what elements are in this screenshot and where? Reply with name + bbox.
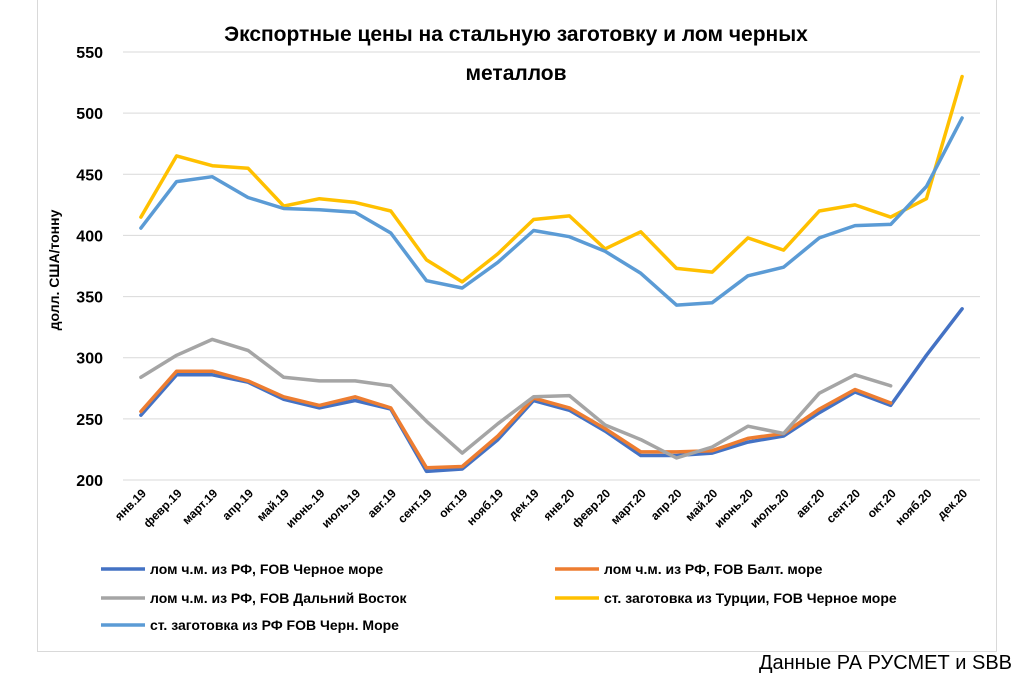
x-tick-label: окт.19 [436,486,471,521]
x-tick-label: февр.19 [141,486,185,530]
y-tick-label: 300 [76,351,103,368]
legend-label: ст. заготовка из РФ FOB Черн. Море [150,617,399,633]
series-line [139,74,964,284]
legend-label: лом ч.м. из РФ, FOB Балт. море [604,561,823,577]
chart-title-line-1: Экспортные цены на стальную заготовку и … [224,23,808,46]
series-line [139,307,964,474]
legend: лом ч.м. из РФ, FOB Черное море лом ч.м. … [101,561,897,633]
y-tick-label: 450 [76,167,103,184]
x-tick-label: дек.19 [506,486,542,522]
y-tick-label: 400 [76,228,103,245]
y-tick-labels: 200 250 300 350 400 450 500 550 [76,45,103,490]
chart-frame: 200 250 300 350 400 450 500 550 янв.19 февр.19 ма… [37,0,997,652]
gridlines [123,51,980,481]
x-tick-label: окт.20 [864,486,899,521]
x-tick-label: март.19 [179,486,220,527]
y-tick-label: 250 [76,412,103,429]
x-tick-label: нояб.19 [464,486,506,528]
x-tick-label: февр.20 [569,486,613,530]
y-tick-label: 350 [76,290,103,307]
x-tick-label: нояб.20 [892,486,934,528]
x-tick-label: июль.20 [747,486,792,531]
x-tick-label: сент.20 [823,486,863,526]
chart-title-line-2: металлов [465,62,566,85]
series-lines [139,74,964,474]
x-tick-labels: янв.19февр.19март.19апр.19май.19июнь.19и… [112,486,971,531]
x-tick-label: дек.20 [934,486,970,522]
y-axis-label: долл. США/тонну [46,209,62,330]
legend-label: лом ч.м. из РФ, FOB Дальний Восток [150,590,408,606]
x-tick-label: март.20 [608,486,649,527]
y-tick-label: 200 [76,473,103,490]
series-line [139,337,893,460]
x-tick-label: апр.19 [219,486,256,523]
series-line [139,369,893,470]
legend-label: ст. заготовка из Турции, FOB Черное море [604,590,897,606]
x-tick-label: апр.20 [648,486,685,523]
chart-svg: 200 250 300 350 400 450 500 550 янв.19февр.19ма… [46,23,980,633]
legend-label: лом ч.м. из РФ, FOB Черное море [150,561,383,577]
x-tick-label: авг.20 [793,486,828,521]
x-tick-label: июль.19 [319,486,364,531]
x-tick-label: сент.19 [395,486,435,526]
source-note: Данные РА РУСМЕТ и SBB [758,652,1012,674]
x-tick-label: авг.19 [365,486,400,521]
series-line [139,116,964,307]
y-tick-label: 500 [76,106,103,123]
y-tick-label: 550 [76,45,103,62]
